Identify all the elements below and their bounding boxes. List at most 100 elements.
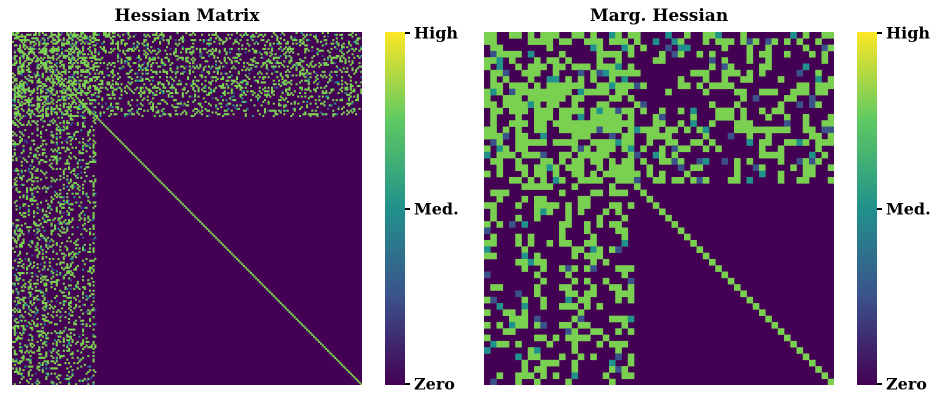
heatmap-cell — [652, 151, 660, 159]
heatmap-cell — [223, 109, 226, 112]
heatmap-cell — [31, 37, 34, 40]
heatmap-cell — [241, 97, 244, 100]
heatmap-cell — [64, 326, 67, 329]
heatmap-cell — [12, 340, 15, 343]
heatmap-cell — [68, 342, 71, 345]
heatmap-cell — [27, 69, 30, 72]
heatmap-cell — [321, 32, 324, 35]
heatmap-cell — [190, 58, 193, 61]
heatmap-cell — [136, 109, 139, 112]
heatmap-cell — [300, 323, 303, 326]
heatmap-cell — [66, 213, 69, 216]
heatmap-cell — [76, 111, 79, 114]
heatmap-cell — [48, 60, 51, 63]
heatmap-cell — [160, 83, 163, 86]
heatmap-cell — [596, 113, 604, 121]
heatmap-cell — [59, 363, 62, 366]
heatmap-cell — [43, 47, 46, 50]
heatmap-cell — [208, 54, 211, 58]
heatmap-cell — [746, 38, 754, 45]
heatmap-cell — [306, 104, 309, 107]
heatmap-cell — [27, 312, 30, 315]
heatmap-cell — [40, 51, 43, 54]
heatmap-cell — [55, 242, 58, 245]
heatmap-cell — [87, 111, 90, 114]
heatmap-cell — [746, 158, 754, 165]
heatmap-cell — [36, 282, 39, 285]
heatmap-cell — [103, 62, 106, 65]
heatmap-cell — [61, 44, 64, 47]
heatmap-cell — [19, 337, 22, 340]
heatmap-cell — [78, 56, 81, 59]
heatmap-cell — [45, 316, 48, 319]
heatmap-cell — [20, 286, 23, 289]
heatmap-cell — [734, 69, 741, 77]
heatmap-cell — [75, 130, 78, 133]
heatmap-cell — [342, 365, 345, 368]
heatmap-cell — [746, 126, 754, 134]
heatmap-cell — [243, 264, 246, 268]
heatmap-cell — [87, 250, 90, 253]
heatmap-cell — [257, 72, 260, 75]
heatmap-cell — [31, 240, 34, 243]
heatmap-cell — [192, 65, 195, 68]
heatmap-cell — [141, 63, 144, 66]
heatmap-cell — [223, 245, 226, 248]
heatmap-cell — [27, 259, 30, 262]
heatmap-cell — [92, 268, 95, 271]
heatmap-cell — [269, 95, 272, 98]
heatmap-cell — [117, 83, 120, 86]
heatmap-cell — [52, 69, 55, 72]
heatmap-cell — [201, 56, 204, 59]
heatmap-cell — [61, 226, 64, 229]
heatmap-cell — [76, 130, 79, 133]
heatmap-cell — [27, 365, 30, 368]
heatmap-cell — [19, 310, 22, 313]
heatmap-cell — [33, 166, 36, 169]
heatmap-cell — [15, 242, 18, 245]
heatmap-cell — [127, 81, 130, 84]
heatmap-cell — [484, 32, 491, 39]
heatmap-cell — [356, 379, 359, 382]
heatmap-cell — [31, 40, 34, 43]
heatmap-cell — [31, 159, 34, 162]
heatmap-cell — [190, 53, 193, 56]
heatmap-cell — [83, 303, 86, 306]
heatmap-cell — [83, 222, 86, 225]
heatmap-cell — [12, 134, 15, 137]
heatmap-cell — [75, 95, 78, 98]
heatmap-cell — [20, 337, 23, 340]
heatmap-cell — [48, 70, 51, 73]
heatmap-cell — [54, 323, 57, 326]
heatmap-cell — [232, 81, 235, 84]
heatmap-cell — [264, 111, 267, 114]
heatmap-cell — [22, 54, 25, 58]
heatmap-cell — [300, 106, 303, 109]
heatmap-cell — [59, 192, 62, 195]
heatmap-cell — [43, 305, 46, 308]
heatmap-cell — [484, 57, 491, 64]
heatmap-cell — [17, 90, 20, 93]
heatmap-cell — [29, 263, 32, 266]
heatmap-cell — [293, 90, 296, 93]
heatmap-cell — [559, 120, 566, 127]
heatmap-cell — [41, 268, 44, 271]
heatmap-cell — [33, 40, 36, 43]
heatmap-cell — [13, 116, 16, 119]
heatmap-cell — [299, 321, 302, 324]
heatmap-cell — [54, 74, 57, 77]
heatmap-cell — [185, 32, 188, 35]
heatmap-cell — [167, 42, 170, 45]
heatmap-cell — [40, 65, 43, 68]
heatmap-cell — [145, 35, 148, 38]
heatmap-cell — [652, 38, 660, 45]
heatmap-cell — [271, 293, 274, 296]
heatmap-cell — [94, 33, 97, 36]
heatmap-cell — [73, 333, 76, 336]
heatmap-cell — [62, 171, 65, 174]
heatmap-cell — [15, 208, 18, 211]
heatmap-cell — [360, 54, 362, 58]
chart-title-marg-hessian: Marg. Hessian — [589, 6, 729, 26]
heatmap-cell — [61, 42, 64, 45]
heatmap-cell — [571, 139, 579, 146]
